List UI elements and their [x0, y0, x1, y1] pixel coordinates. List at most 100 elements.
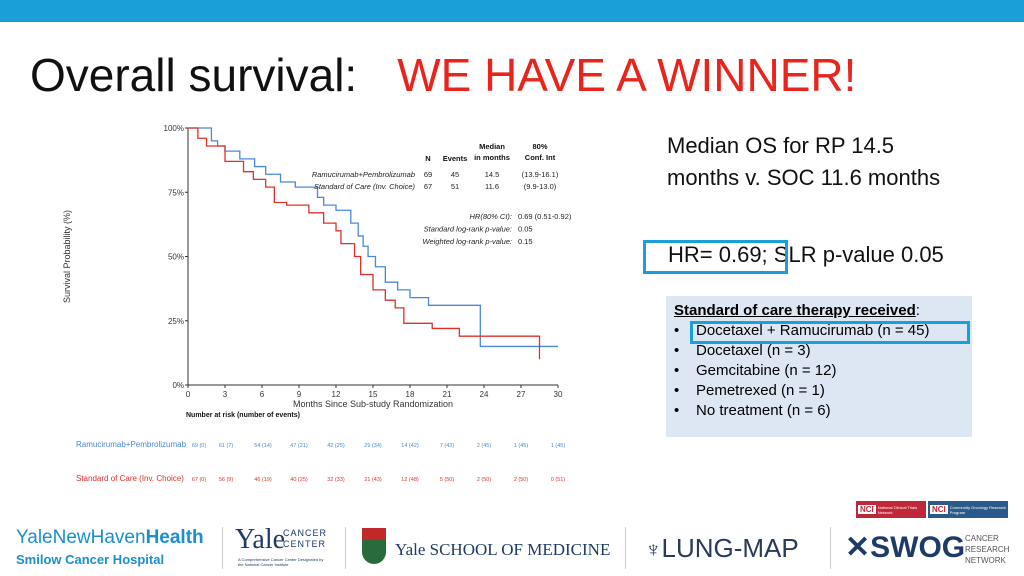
risk-row-name: Standard of Care (Inv. Choice) — [76, 474, 184, 483]
divider — [625, 527, 626, 569]
dna-icon: ✕ — [845, 531, 871, 564]
list-item: Gemcitabine (n = 12) — [674, 361, 972, 381]
table-cell: 11.6 — [485, 182, 499, 191]
x-tick-label: 12 — [332, 390, 341, 399]
risk-value: 56 (9) — [219, 477, 234, 483]
stat-value: 0.69 (0.51-0.92) — [518, 212, 572, 221]
ynhh-text: YaleNewHaven — [16, 527, 146, 548]
x-tick-label: 18 — [406, 390, 415, 399]
ycc-logo: Yale — [235, 524, 286, 555]
y-tick-label: 100% — [164, 124, 184, 133]
table-cell: (9.9-13.0) — [524, 182, 557, 191]
risk-value: 12 (48) — [401, 477, 419, 483]
ysm-shield-icon — [362, 528, 386, 564]
risk-value: 1 (45) — [551, 443, 566, 449]
slr-value: SLR p-value 0.05 — [773, 242, 944, 267]
risk-value: 61 (7) — [219, 443, 234, 449]
swog-text: SWOG — [870, 531, 966, 564]
table-row-name: Ramucirumab+Pembrolizumab — [312, 170, 415, 179]
title-main: Overall survival: — [30, 49, 358, 101]
nci1-sub: National Clinical Trials Network — [877, 504, 918, 515]
lungmap-text: LUNG-MAP — [661, 533, 799, 563]
x-tick-label: 0 — [186, 390, 191, 399]
soc-colon: : — [915, 302, 920, 319]
risk-value: 32 (33) — [327, 477, 345, 483]
ycc-text: CANCER CENTER — [283, 528, 328, 549]
y-tick-label: 50% — [168, 253, 184, 262]
table-cell: 67 — [424, 182, 432, 191]
soc-heading: Standard of care therapy received: — [674, 302, 972, 319]
table-header-median: Median in months — [474, 142, 510, 162]
table-cell: 51 — [451, 182, 459, 191]
lungmap-logo: ♆LUNG-MAP — [645, 533, 799, 564]
nci-ctn-badge: NCI National Clinical Trials Network — [856, 501, 926, 518]
risk-value: 29 (34) — [364, 443, 382, 449]
risk-value: 47 (21) — [290, 443, 308, 449]
hr-value: HR= 0.69; — [668, 242, 768, 267]
median-line-2: months v. SOC 11.6 months — [667, 165, 941, 190]
stat-value: 0.15 — [518, 237, 533, 246]
stat-label: Weighted log-rank p-value: — [423, 237, 513, 246]
risk-value: 46 (19) — [254, 477, 272, 483]
km-chart: 0 3 6 9 12 15 18 21 24 27 300%25%50%75%100%Months … — [62, 124, 572, 483]
list-item: Docetaxel + Ramucirumab (n = 45) — [674, 321, 972, 341]
soc-box: Standard of care therapy received: Docet… — [666, 296, 972, 437]
ysm-logo: Yale SCHOOL OF MEDICINE — [395, 540, 611, 559]
risk-value: 2 (45) — [477, 443, 492, 449]
soc-list: Docetaxel + Ramucirumab (n = 45) Docetax… — [666, 321, 972, 421]
median-os-text: Median OS for RP 14.5 months v. SOC 11.6 … — [667, 130, 940, 194]
risk-value: 7 (43) — [440, 443, 455, 449]
hr-text: HR= 0.69; SLR p-value 0.05 — [640, 242, 944, 268]
x-tick-label: 27 — [517, 390, 526, 399]
risk-value: 2 (50) — [477, 477, 492, 483]
swog-sub: CANCER RESEARCH NETWORK — [965, 534, 1010, 565]
risk-value: 67 (0) — [192, 477, 207, 483]
x-axis-label: Months Since Sub-study Randomization — [293, 399, 453, 409]
list-item: No treatment (n = 6) — [674, 401, 972, 421]
x-tick-label: 9 — [297, 390, 302, 399]
hr-highlight-box — [643, 240, 788, 274]
y-axis-label: Survival Probability (%) — [62, 210, 72, 303]
risk-value: 40 (25) — [290, 477, 308, 483]
x-tick-label: 24 — [480, 390, 489, 399]
list-item: Docetaxel (n = 3) — [674, 341, 972, 361]
table-cell: 69 — [424, 170, 432, 179]
table-header: N — [425, 154, 430, 163]
divider — [222, 527, 223, 569]
slide-title: Overall survival: WE HAVE A WINNER! — [30, 48, 856, 102]
risk-value: 21 (43) — [364, 477, 382, 483]
list-item: Pemetrexed (n = 1) — [674, 381, 972, 401]
risk-value: 2 (50) — [514, 477, 529, 483]
divider — [345, 527, 346, 569]
y-tick-label: 0% — [172, 381, 184, 390]
x-tick-label: 3 — [223, 390, 228, 399]
swog-logo: ✕SWOG — [845, 530, 965, 565]
nci2-sub: Community Oncology Research Program — [949, 504, 1007, 515]
y-tick-label: 75% — [168, 188, 184, 197]
x-tick-label: 6 — [260, 390, 265, 399]
risk-table-title: Number at risk (number of events) — [186, 412, 300, 419]
top-bar — [0, 0, 1024, 22]
table-cell: 45 — [451, 170, 459, 179]
risk-value: 0 (51) — [551, 477, 566, 483]
lungs-icon: ♆ — [645, 537, 662, 562]
risk-value: 1 (45) — [514, 443, 529, 449]
divider — [830, 527, 831, 569]
soc-heading-text: Standard of care therapy received — [674, 302, 916, 319]
risk-value: 14 (42) — [401, 443, 419, 449]
smilow-text: Smilow Cancer Hospital — [16, 552, 165, 567]
ynhh-logo: YaleNewHavenHealth — [16, 527, 204, 549]
table-cell: 14.5 — [485, 170, 500, 179]
y-tick-label: 25% — [168, 317, 184, 326]
stat-label: Standard log-rank p-value: — [424, 225, 512, 234]
ycc-sub: A Comprehensive Cancer Center Designated… — [238, 557, 324, 567]
risk-value: 5 (50) — [440, 477, 455, 483]
stat-label: HR(80% CI): — [469, 212, 512, 221]
median-line-1: Median OS for RP 14.5 — [667, 133, 895, 158]
docetaxel-highlight-box — [690, 321, 970, 344]
risk-value: 42 (25) — [327, 443, 345, 449]
km-curve-soc — [188, 127, 541, 360]
nci-ncorp-badge: NCI Community Oncology Research Program — [928, 501, 1008, 518]
table-header: Events — [443, 154, 468, 163]
risk-value: 54 (14) — [254, 443, 272, 449]
